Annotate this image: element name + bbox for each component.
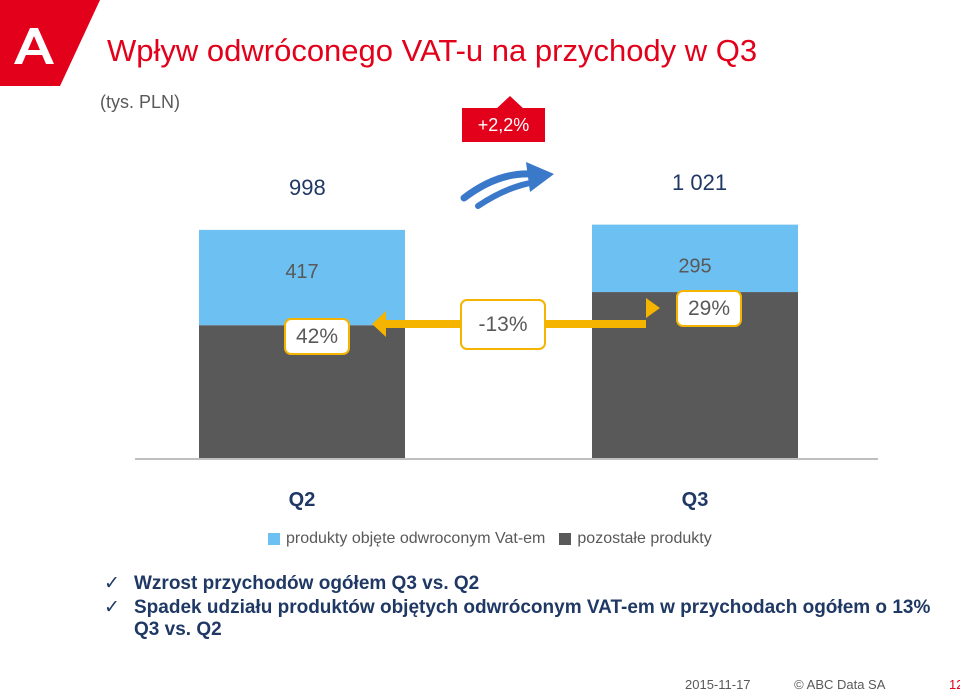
bullet-text: Spadek udziału produktów objętych odwróc… [134, 597, 931, 640]
unit-label: (tys. PLN) [100, 92, 181, 112]
category-label: Q3 [682, 489, 709, 511]
growth-arrow-icon [460, 162, 554, 209]
bullet-item: ✓ Wzrost przychodów ogółem Q3 vs. Q2 [104, 573, 954, 595]
share-label-q3: 29% [676, 290, 742, 327]
share-label-q2: 42% [284, 318, 350, 355]
share-change-label: -13% [460, 299, 546, 350]
checkmark-icon: ✓ [104, 597, 120, 618]
page-number: 12 [949, 677, 960, 692]
legend-label-series1: produkty objęte odwroconym Vat-em [286, 530, 546, 547]
legend-swatch-series1 [268, 533, 280, 545]
chart-legend: produkty objęte odwroconym Vat-em pozost… [268, 530, 712, 548]
category-label: Q2 [289, 489, 316, 511]
value-label: 726 [678, 347, 711, 369]
badge-pointer [495, 96, 525, 110]
value-label: 295 [678, 256, 711, 278]
growth-badge: +2,2% [462, 108, 545, 142]
bullet-text: Wzrost przychodów ogółem Q3 vs. Q2 [134, 573, 480, 594]
footer: 2015-11-17 © ABC Data SA 12 [685, 677, 960, 692]
stacked-bar-chart: 581 417 Q2 726 295 Q3 [135, 224, 878, 511]
value-label: 581 [285, 380, 318, 402]
checkmark-icon: ✓ [104, 573, 120, 594]
bar-q3-series2 [592, 224, 798, 293]
page-title: Wpływ odwróconego VAT-u na przychody w Q… [107, 33, 758, 68]
total-q3: 1 021 [672, 170, 728, 195]
company-logo [0, 0, 100, 86]
total-q2: 998 [289, 175, 326, 200]
footer-date: 2015-11-17 [685, 677, 751, 692]
footer-copyright: © ABC Data SA [794, 677, 886, 692]
legend-swatch-series2 [559, 533, 572, 545]
bullet-item: ✓ Spadek udziału produktów objętych odwr… [104, 597, 954, 641]
legend-label-series2: pozostałe produkty [577, 530, 712, 547]
bullet-list: ✓ Wzrost przychodów ogółem Q3 vs. Q2 ✓ S… [104, 573, 954, 641]
value-label: 417 [285, 261, 318, 283]
